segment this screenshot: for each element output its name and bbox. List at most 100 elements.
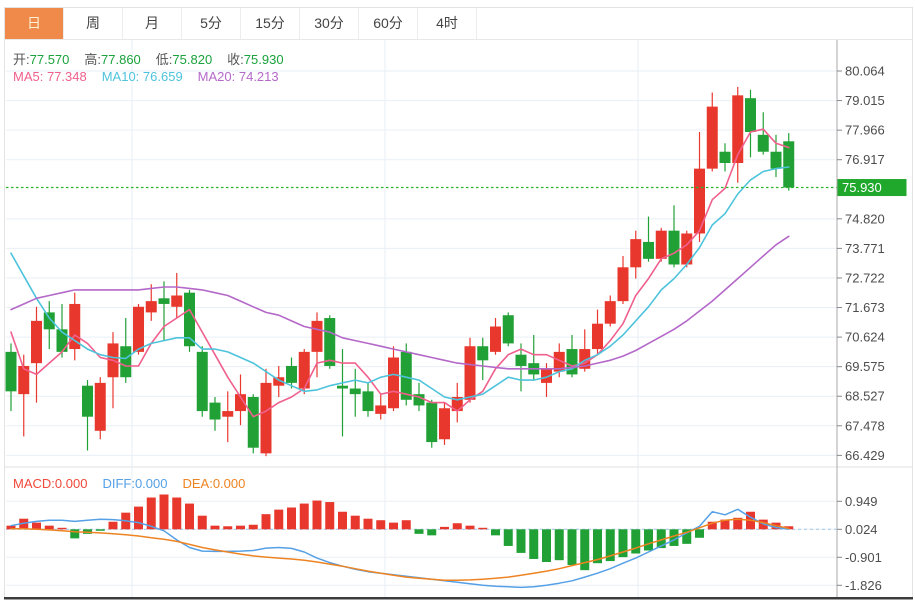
macd-bar xyxy=(32,522,41,530)
macd-bar xyxy=(185,503,194,530)
macd-bar xyxy=(503,529,513,546)
candle-body xyxy=(694,168,705,234)
candle-body xyxy=(196,351,208,412)
macd-bar xyxy=(338,511,347,530)
macd-bar xyxy=(605,529,615,562)
macd-bar xyxy=(274,509,284,530)
candle-body xyxy=(515,354,527,366)
macd-bar xyxy=(452,523,462,530)
macd-bar xyxy=(146,497,156,530)
ma20-line xyxy=(10,235,790,370)
macd-bar xyxy=(644,529,653,551)
candle-body xyxy=(56,329,68,352)
candle-body xyxy=(171,295,183,307)
candle-body xyxy=(439,408,450,440)
legend-ohlc-label: 高: xyxy=(84,52,102,67)
candle-body xyxy=(184,292,195,347)
axis-tick-label: -0.901 xyxy=(845,550,882,565)
macd-bar xyxy=(95,529,105,531)
tab-4时[interactable]: 4时 xyxy=(418,8,477,39)
candle-body xyxy=(324,318,336,366)
candle-body xyxy=(222,411,234,417)
candle-body xyxy=(18,365,30,395)
macd-bar xyxy=(287,507,296,530)
candle-body xyxy=(706,106,718,169)
legend-macd-label: MACD: xyxy=(13,476,55,491)
macd-bar xyxy=(695,529,704,538)
axis-tick-label: 74.820 xyxy=(845,211,885,226)
macd-bar xyxy=(350,515,360,530)
candle-body xyxy=(732,95,744,164)
candle-body xyxy=(757,134,769,152)
macd-bar xyxy=(542,529,551,562)
legend-macd-item-0: MACD:0.000 xyxy=(13,476,87,491)
macd-bar xyxy=(567,529,577,566)
candle-body xyxy=(617,267,629,302)
price-axis: 80.064 79.015 77.966 76.917 74.820 73.771 72.7… xyxy=(837,64,907,593)
macd-bar xyxy=(325,502,335,530)
legend-ohlc-value: 77.860 xyxy=(101,52,141,67)
candle-body xyxy=(604,301,616,324)
legend-ohlc-label: 收: xyxy=(227,52,244,67)
period-tabbar: 日周月 5分 15分 30分 60分 4时 xyxy=(5,8,912,40)
macd-bar xyxy=(529,529,539,559)
legend-macd-value: 0.000 xyxy=(54,476,88,491)
tab-5分[interactable]: 5分 xyxy=(182,8,241,39)
axis-tick-label: 71.673 xyxy=(845,300,885,315)
tab-30分[interactable]: 30分 xyxy=(300,8,359,39)
candle-body xyxy=(477,346,489,361)
candle-body xyxy=(400,351,412,400)
legend-ohlc-label: 低: xyxy=(155,52,173,67)
macd-bar xyxy=(197,515,207,530)
legend-ohlc-value: 75.930 xyxy=(243,52,284,67)
legend-ma-item-2: MA20: 74.213 xyxy=(198,69,279,84)
tab-日[interactable]: 日 xyxy=(5,8,64,39)
macd-bar xyxy=(389,522,398,530)
legend-macd-value: 0.000 xyxy=(134,476,168,491)
macd-bar xyxy=(44,525,54,530)
axis-tick-label: 0.024 xyxy=(845,522,878,537)
axis-tick-label: 67.478 xyxy=(845,418,885,433)
candle-body xyxy=(592,323,603,350)
macd-bar xyxy=(376,520,386,530)
candle-body xyxy=(43,312,55,330)
candle-body xyxy=(31,320,42,364)
candle-body xyxy=(362,391,374,412)
candle-body xyxy=(69,303,81,350)
macd-bar xyxy=(210,525,220,530)
candle-body xyxy=(209,402,221,420)
candle-body xyxy=(311,320,323,352)
candle-body xyxy=(541,368,552,383)
macd-bar xyxy=(236,525,245,530)
tab-月[interactable]: 月 xyxy=(123,8,182,39)
ohlc-legend: 开:77.570 高:77.860 低:75.820 收:75.930 xyxy=(13,49,299,68)
candle-body xyxy=(298,351,310,389)
candle-body xyxy=(426,402,438,443)
candle-body xyxy=(464,346,476,400)
candle-body xyxy=(82,385,93,417)
axis-tick-label: -1.826 xyxy=(845,578,882,593)
legend-macd-label: DIFF: xyxy=(102,476,135,491)
tab-15分[interactable]: 15分 xyxy=(241,8,300,39)
legend-ohlc-value: 75.820 xyxy=(172,52,213,67)
legend-ma-value: 76.659 xyxy=(139,69,183,84)
tab-周[interactable]: 周 xyxy=(64,8,123,39)
legend-ohlc-item-1: 高:77.860 xyxy=(84,52,140,67)
macd-bar xyxy=(682,529,692,544)
macd-bar xyxy=(70,529,80,539)
macd-bar xyxy=(6,525,16,530)
macd-bar xyxy=(656,529,666,549)
candle-body xyxy=(273,377,285,386)
candle-body xyxy=(158,298,170,304)
candle-body xyxy=(413,394,425,406)
candle-body xyxy=(286,365,297,383)
tab-60分[interactable]: 60分 xyxy=(359,8,418,39)
macd-bar xyxy=(427,529,437,536)
macd-bar xyxy=(414,529,424,534)
axis-tick-label: 80.064 xyxy=(845,64,885,79)
candle-body xyxy=(553,351,565,372)
macd-bar xyxy=(733,517,743,530)
close-price-label: 75.930 xyxy=(842,180,882,195)
macd-histogram xyxy=(6,494,794,571)
